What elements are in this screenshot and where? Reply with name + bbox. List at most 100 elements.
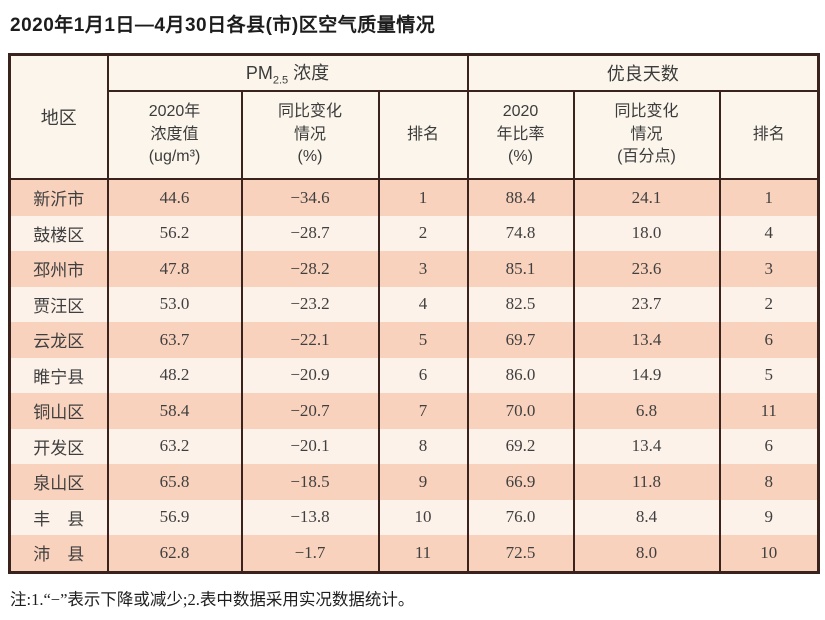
pm-change-cell: −20.7 (240, 393, 380, 429)
gd-ratio-cell: 85.1 (466, 251, 575, 287)
air-quality-table: 地区 PM2.5 浓度 优良天数 2020年 浓度值 (ug/m³) 同比变化 … (8, 53, 821, 574)
gd-ratio-cell: 76.0 (466, 499, 575, 535)
region-cell: 贾汪区 (8, 286, 109, 322)
gd-ratio-cell: 88.4 (466, 179, 575, 216)
gd-rank-cell: 10 (718, 535, 820, 572)
table-row: 泉山区 65.8 −18.5 9 66.9 11.8 8 (8, 464, 820, 500)
table-row: 沛 县 62.8 −1.7 11 72.5 8.0 10 (8, 535, 820, 572)
table-row: 新沂市 44.6 −34.6 1 88.4 24.1 1 (8, 179, 820, 216)
pm-value-cell: 63.7 (106, 322, 243, 358)
pm25-label-prefix: PM (245, 63, 273, 84)
table-row: 邳州市 47.8 −28.2 3 85.1 23.6 3 (8, 251, 820, 287)
pm-change-cell: −20.1 (240, 428, 380, 464)
gd-change-cell: 8.0 (572, 535, 721, 572)
gd-change-cell: 18.0 (572, 215, 721, 251)
table-row: 睢宁县 48.2 −20.9 6 86.0 14.9 5 (8, 357, 820, 393)
region-cell: 云龙区 (8, 322, 109, 358)
pm25-label-suffix: 浓度 (288, 63, 330, 84)
header-pm-value: 2020年 浓度值 (ug/m³) (106, 90, 243, 180)
table-row: 鼓楼区 56.2 −28.7 2 74.8 18.0 4 (8, 215, 820, 251)
gd-rank-cell: 9 (718, 499, 820, 535)
table-row: 丰 县 56.9 −13.8 10 76.0 8.4 9 (8, 499, 820, 535)
pm-value-cell: 58.4 (106, 393, 243, 429)
pm-rank-cell: 7 (377, 393, 469, 429)
pm-change-cell: −28.2 (240, 251, 380, 287)
header-gd-change: 同比变化 情况 (百分点) (572, 90, 721, 180)
gd-rank-cell: 6 (718, 322, 820, 358)
pm-change-cell: −23.2 (240, 286, 380, 322)
gd-rank-cell: 11 (718, 393, 820, 429)
pm-value-cell: 53.0 (106, 286, 243, 322)
pm-value-cell: 56.9 (106, 499, 243, 535)
gd-change-cell: 8.4 (572, 499, 721, 535)
gd-rank-cell: 1 (718, 179, 820, 216)
table-row: 铜山区 58.4 −20.7 7 70.0 6.8 11 (8, 393, 820, 429)
pm-change-cell: −22.1 (240, 322, 380, 358)
gd-change-cell: 6.8 (572, 393, 721, 429)
pm-value-cell: 63.2 (106, 428, 243, 464)
gd-change-cell: 24.1 (572, 179, 721, 216)
pm-value-cell: 56.2 (106, 215, 243, 251)
gd-ratio-cell: 69.7 (466, 322, 575, 358)
region-cell: 鼓楼区 (8, 215, 109, 251)
gd-change-cell: 13.4 (572, 322, 721, 358)
pm-value-cell: 62.8 (106, 535, 243, 572)
header-pm25-group: PM2.5 浓度 (106, 53, 469, 92)
header-region: 地区 (8, 53, 109, 180)
pm-rank-cell: 6 (377, 357, 469, 393)
header-good-days-group: 优良天数 (466, 53, 820, 92)
gd-ratio-cell: 70.0 (466, 393, 575, 429)
gd-rank-cell: 2 (718, 286, 820, 322)
region-cell: 沛 县 (8, 535, 109, 572)
footnote: 注:1.“−”表示下降或减少;2.表中数据采用实况数据统计。 (10, 589, 415, 609)
pm-rank-cell: 5 (377, 322, 469, 358)
gd-rank-cell: 4 (718, 215, 820, 251)
gd-change-cell: 23.7 (572, 286, 721, 322)
gd-rank-cell: 3 (718, 251, 820, 287)
table-row: 云龙区 63.7 −22.1 5 69.7 13.4 6 (8, 322, 820, 358)
pm-value-cell: 65.8 (106, 464, 243, 500)
table-row: 贾汪区 53.0 −23.2 4 82.5 23.7 2 (8, 286, 820, 322)
gd-ratio-cell: 86.0 (466, 357, 575, 393)
gd-ratio-cell: 72.5 (466, 535, 575, 572)
sub-header-row: 2020年 浓度值 (ug/m³) 同比变化 情况 (%) 排名 2020 年比… (10, 90, 820, 180)
pm-rank-cell: 10 (377, 499, 469, 535)
pm-change-cell: −34.6 (240, 179, 380, 216)
pm-change-cell: −1.7 (240, 535, 380, 572)
header-gd-rank: 排名 (718, 90, 820, 180)
region-cell: 邳州市 (8, 251, 109, 287)
pm-change-cell: −20.9 (240, 357, 380, 393)
pm-rank-cell: 2 (377, 215, 469, 251)
gd-rank-cell: 5 (718, 357, 820, 393)
pm-change-cell: −18.5 (240, 464, 380, 500)
pm-value-cell: 44.6 (106, 179, 243, 216)
pm-rank-cell: 9 (377, 464, 469, 500)
region-cell: 睢宁县 (8, 357, 109, 393)
group-header-row: 地区 PM2.5 浓度 优良天数 (8, 53, 820, 180)
pm-value-cell: 47.8 (106, 251, 243, 287)
page-title: 2020年1月1日—4月30日各县(市)区空气质量情况 (10, 15, 436, 36)
header-gd-ratio: 2020 年比率 (%) (466, 90, 575, 180)
pm25-label-subscript: 2.5 (272, 74, 289, 87)
header-pm-change: 同比变化 情况 (%) (240, 90, 380, 180)
region-cell: 开发区 (8, 428, 109, 464)
gd-change-cell: 23.6 (572, 251, 721, 287)
pm-rank-cell: 8 (377, 428, 469, 464)
gd-change-cell: 14.9 (572, 357, 721, 393)
pm-change-cell: −13.8 (240, 499, 380, 535)
gd-ratio-cell: 69.2 (466, 428, 575, 464)
region-cell: 新沂市 (8, 179, 109, 216)
gd-change-cell: 13.4 (572, 428, 721, 464)
gd-change-cell: 11.8 (572, 464, 721, 500)
gd-rank-cell: 6 (718, 428, 820, 464)
pm-change-cell: −28.7 (240, 215, 380, 251)
gd-ratio-cell: 82.5 (466, 286, 575, 322)
gd-rank-cell: 8 (718, 464, 820, 500)
region-cell: 泉山区 (8, 464, 109, 500)
pm-rank-cell: 3 (377, 251, 469, 287)
pm-rank-cell: 4 (377, 286, 469, 322)
region-cell: 丰 县 (8, 499, 109, 535)
table-row: 开发区 63.2 −20.1 8 69.2 13.4 6 (8, 428, 820, 464)
pm-rank-cell: 1 (377, 179, 469, 216)
